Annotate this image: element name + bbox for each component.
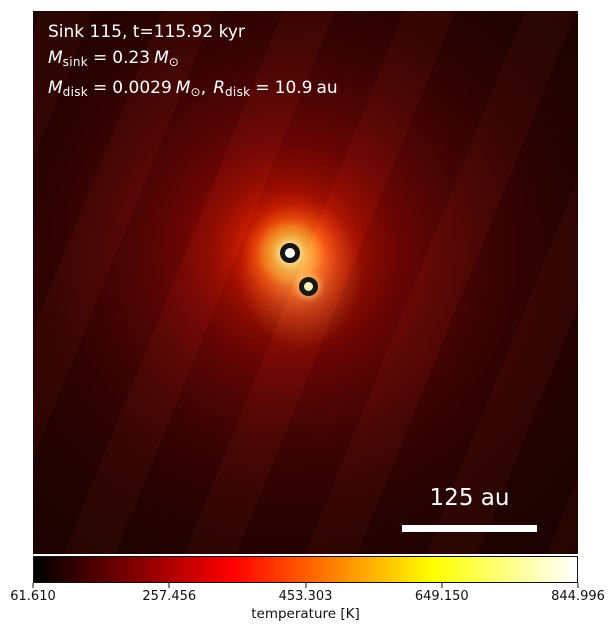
colorbar-tick <box>441 583 443 588</box>
colorbar-tick-labels: 61.610 257.456 453.303 649.150 844.996 <box>10 589 605 605</box>
mdisk-symbol: M <box>48 78 63 98</box>
colorbar-tick-label: 844.996 <box>551 589 605 604</box>
msink-symbol: M <box>48 48 63 68</box>
colorbar-tick-label: 453.303 <box>278 589 333 604</box>
annotation-disk-properties: Mdisk = 0.0029 M⊙, Rdisk = 10.9 au <box>48 75 338 105</box>
msink-unit-symbol: M <box>154 48 169 68</box>
rdisk-symbol: R <box>213 78 226 98</box>
scalebar-label: 125 au <box>429 485 510 511</box>
secondary-sink-marker <box>299 277 318 296</box>
annotation-sink-mass: Msink = 0.23 M⊙ <box>48 45 338 75</box>
rdisk-unit: au <box>316 78 338 98</box>
mdisk-unit-symbol: M <box>175 78 191 98</box>
colorbar-tick <box>577 583 579 588</box>
msink-unit-subscript: ⊙ <box>168 55 180 69</box>
scalebar <box>402 525 537 532</box>
msink-relation: = <box>93 48 108 68</box>
mdisk-value: 0.0029 <box>112 78 172 98</box>
colorbar-tick-label: 649.150 <box>414 589 469 604</box>
separator-comma: , <box>200 78 207 98</box>
primary-sink-marker <box>280 243 300 263</box>
msink-value: 0.23 <box>112 48 151 68</box>
msink-subscript: sink <box>62 55 89 69</box>
annotation-title: Sink 115, t=115.92 kyr <box>48 22 245 42</box>
mdisk-unit-subscript: ⊙ <box>190 85 201 99</box>
colorbar-tick <box>168 583 170 588</box>
temperature-heatmap-panel: Sink 115, t=115.92 kyr Msink = 0.23 M⊙ Mdis… <box>33 11 578 554</box>
annotation-block: Sink 115, t=115.92 kyr Msink = 0.23 M⊙ Mdis… <box>48 19 338 105</box>
colorbar-tick-label: 257.456 <box>142 589 197 604</box>
colorbar-tick-label: 61.610 <box>10 589 56 604</box>
colorbar-tick <box>32 583 34 588</box>
rdisk-relation: = <box>255 78 270 98</box>
colorbar-axis-label: temperature [K] <box>251 606 360 622</box>
mdisk-relation: = <box>93 78 108 98</box>
rdisk-value: 10.9 <box>274 78 313 98</box>
colorbar-ticks <box>32 583 579 588</box>
mdisk-subscript: disk <box>62 85 89 99</box>
rdisk-subscript: disk <box>225 85 251 99</box>
colorbar-gradient <box>33 556 578 583</box>
colorbar-tick <box>305 583 306 588</box>
